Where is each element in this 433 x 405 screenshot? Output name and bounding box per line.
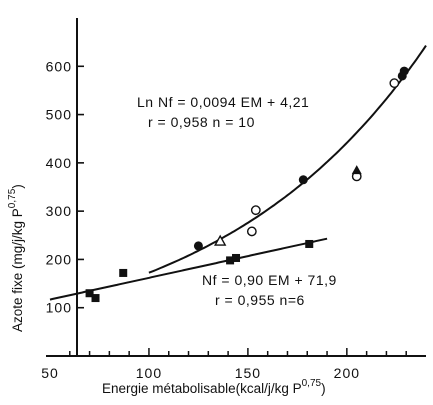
- point-circle-filled: [298, 175, 308, 185]
- x-tick-label: 200: [334, 365, 360, 381]
- linear-fit-stats: r = 0,955 n=6: [215, 292, 305, 308]
- point-circle-filled: [399, 66, 409, 76]
- point-square-filled: [232, 253, 241, 262]
- x-ticks: 50 100 150 200: [41, 348, 407, 381]
- point-square-filled: [119, 268, 128, 277]
- point-square-filled: [305, 239, 314, 248]
- point-circle-filled: [193, 241, 203, 251]
- point-triangle-open: [213, 234, 227, 246]
- y-tick-label: 200: [46, 251, 72, 267]
- y-tick-label: 500: [46, 107, 72, 123]
- data-points: [85, 66, 409, 303]
- point-triangle-filled: [351, 165, 362, 175]
- y-tick-label: 400: [46, 155, 72, 171]
- y-axis-title: Azote fixe (mg/j/kg P0,75): [7, 184, 25, 332]
- x-tick-label: 50: [41, 365, 59, 381]
- y-tick-label: 300: [46, 203, 72, 219]
- point-square-filled: [226, 256, 235, 265]
- fit-curves: [49, 45, 427, 301]
- exp-fit-stats: r = 0,958 n = 10: [148, 114, 255, 130]
- linear-fit-line: [49, 237, 328, 301]
- x-axis-title: Energie métabolisable(kcal/j/kg P0,75): [102, 378, 326, 396]
- y-ticks: 100 200 300 400 500 600: [46, 58, 84, 316]
- point-square-filled: [91, 294, 100, 303]
- linear-fit-equation: Nf = 0,90 EM + 71,9: [202, 272, 337, 288]
- point-circle-open: [250, 205, 261, 216]
- point-circle-open: [389, 78, 400, 89]
- x-tick-label: 100: [136, 365, 162, 381]
- x-tick-label: 150: [235, 365, 261, 381]
- exponential-fit-line: [148, 45, 427, 274]
- y-tick-label: 100: [46, 300, 72, 316]
- point-square-filled: [85, 289, 94, 298]
- exp-fit-equation: Ln Nf = 0,0094 EM + 4,21: [137, 94, 309, 110]
- point-circle-open: [246, 226, 257, 237]
- y-tick-label: 600: [46, 58, 72, 74]
